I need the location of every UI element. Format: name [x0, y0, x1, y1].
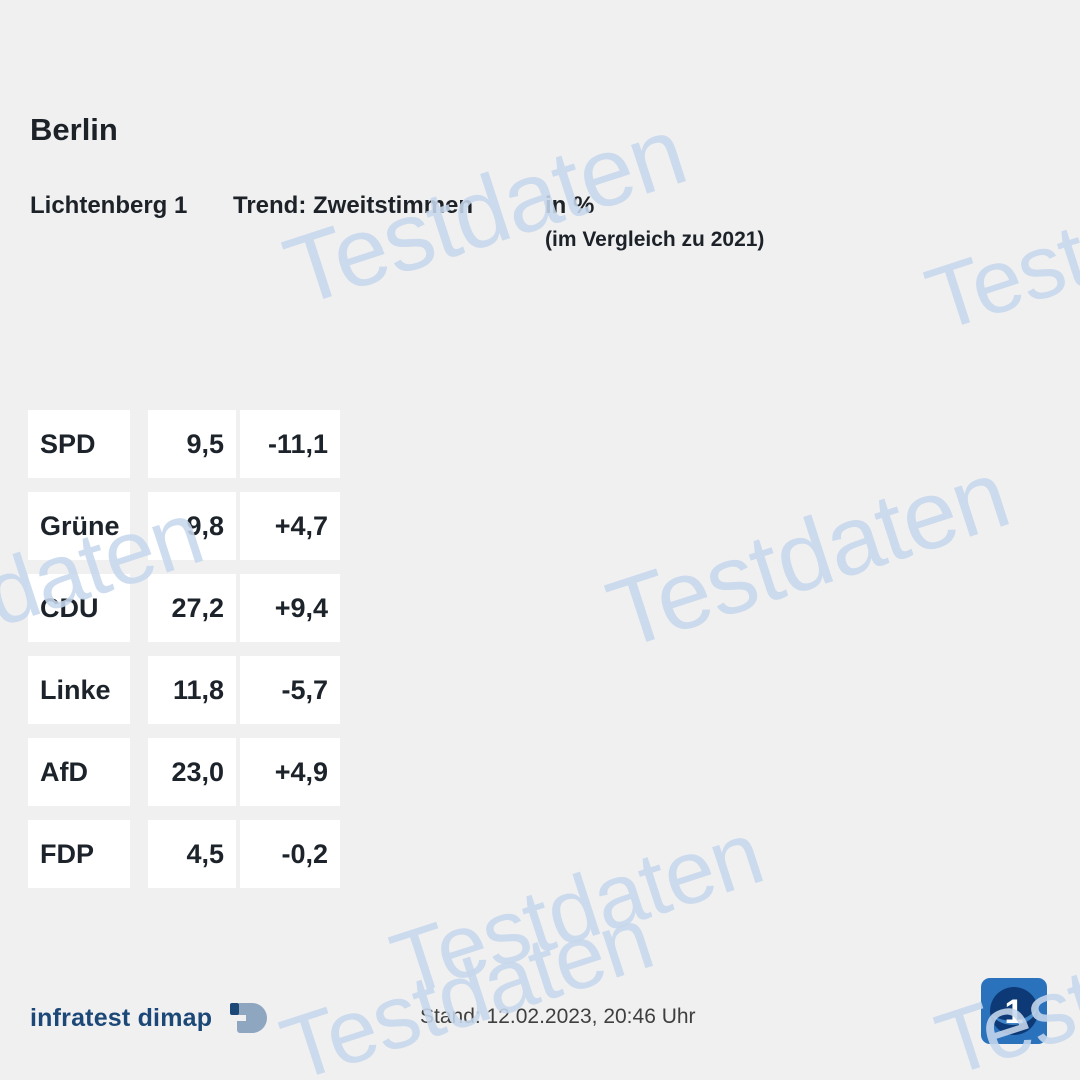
- party-label: Linke: [28, 656, 130, 724]
- table-row: SPD 9,5 -11,1: [28, 410, 340, 478]
- unit-label: in %: [545, 192, 595, 219]
- party-label: Grüne: [28, 492, 130, 560]
- party-change: -11,1: [240, 410, 340, 478]
- party-value: 9,5: [148, 410, 236, 478]
- party-label: FDP: [28, 820, 130, 888]
- party-value: 9,8: [148, 492, 236, 560]
- party-change: +4,9: [240, 738, 340, 806]
- ard-logo-icon: 1: [981, 978, 1047, 1044]
- party-value: 4,5: [148, 820, 236, 888]
- results-table: SPD 9,5 -11,1 Grüne 9,8 +4,7 CDU 27,2 +9…: [28, 410, 340, 902]
- subtitle-row: Lichtenberg 1 Trend: Zweitstimmen in %: [0, 192, 1080, 224]
- page-title: Berlin: [30, 112, 118, 147]
- comparison-label: (im Vergleich zu 2021): [545, 228, 765, 251]
- party-value: 11,8: [148, 656, 236, 724]
- infratest-dimap-logo-icon: [226, 1000, 268, 1036]
- table-row: CDU 27,2 +9,4: [28, 574, 340, 642]
- table-row: FDP 4,5 -0,2: [28, 820, 340, 888]
- party-label: AfD: [28, 738, 130, 806]
- table-row: Linke 11,8 -5,7: [28, 656, 340, 724]
- district-label: Lichtenberg 1: [30, 192, 188, 219]
- infratest-dimap-label: infratest dimap: [30, 1003, 213, 1032]
- table-row: AfD 23,0 +4,9: [28, 738, 340, 806]
- party-change: +4,7: [240, 492, 340, 560]
- party-change: -0,2: [240, 820, 340, 888]
- ard-logo-digit: 1: [1005, 993, 1024, 1031]
- party-label: SPD: [28, 410, 130, 478]
- watermark-testdaten: Testdaten: [915, 138, 1080, 352]
- party-value: 23,0: [148, 738, 236, 806]
- status-timestamp: Stand: 12.02.2023, 20:46 Uhr: [420, 1005, 696, 1028]
- watermark-testdaten: Testdaten: [595, 438, 1021, 670]
- source-attribution: infratest dimap: [30, 1000, 268, 1036]
- table-row: Grüne 9,8 +4,7: [28, 492, 340, 560]
- watermark-testdaten: Testdaten: [380, 803, 774, 1017]
- party-label: CDU: [28, 574, 130, 642]
- party-change: -5,7: [240, 656, 340, 724]
- watermark-testdaten: Testdaten: [270, 888, 664, 1080]
- trend-label: Trend: Zweitstimmen: [233, 192, 474, 219]
- party-change: +9,4: [240, 574, 340, 642]
- party-value: 27,2: [148, 574, 236, 642]
